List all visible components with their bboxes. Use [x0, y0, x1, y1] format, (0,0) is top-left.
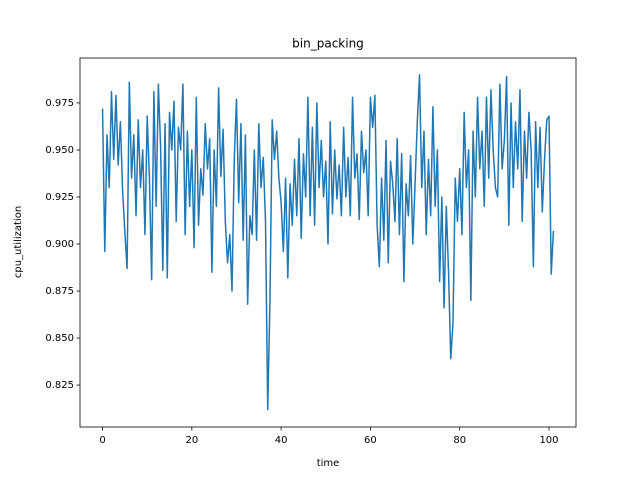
- data-line: [101, 73, 555, 411]
- chart-title: bin_packing: [292, 37, 364, 51]
- x-tick-label: 0: [99, 435, 105, 446]
- y-tick-label: 0.975: [45, 98, 74, 109]
- x-axis-label: time: [317, 458, 340, 469]
- y-tick-label: 0.925: [45, 192, 74, 203]
- x-tick-label: 40: [275, 435, 288, 446]
- x-tick-label: 20: [185, 435, 198, 446]
- x-tick-label: 100: [539, 435, 558, 446]
- y-tick-label: 0.875: [45, 286, 74, 297]
- y-tick-label: 0.950: [45, 145, 74, 156]
- y-tick-label: 0.900: [45, 239, 74, 250]
- y-tick-label: 0.825: [45, 380, 74, 391]
- x-tick-label: 80: [453, 435, 466, 446]
- x-tick-label: 60: [364, 435, 377, 446]
- y-tick-label: 0.850: [45, 333, 74, 344]
- plot-frame: [79, 57, 577, 428]
- y-axis-label: cpu_utilization: [13, 206, 24, 278]
